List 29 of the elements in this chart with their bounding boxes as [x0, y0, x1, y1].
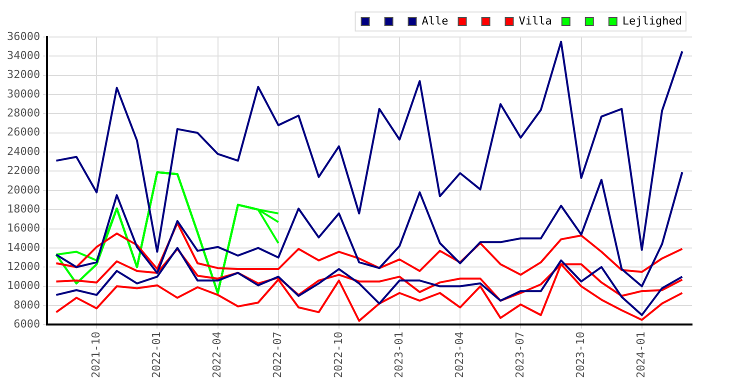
y-tick-label: 24000 [6, 144, 40, 158]
x-tick-label: 2022-01 [150, 332, 164, 378]
legend-label: Villa [518, 14, 552, 28]
y-tick-label: 26000 [6, 126, 40, 139]
y-tick-label: 20000 [6, 183, 40, 196]
y-tick-label: 12000 [6, 260, 40, 273]
y-tick-label: 36000 [6, 30, 40, 43]
y-tick-label: 14000 [6, 240, 40, 254]
x-tick-label: 2024-01 [634, 332, 648, 378]
x-tick-label: 2022-10 [332, 332, 345, 378]
y-tick-label: 28000 [6, 106, 40, 120]
legend-label: Lejlighed [622, 14, 682, 28]
y-tick-label: 6000 [14, 318, 40, 330]
x-tick-label: 2023-07 [514, 332, 527, 378]
y-tick-label: 8000 [14, 298, 40, 312]
legend-label: Alle [422, 14, 448, 28]
y-tick-label: 22000 [6, 164, 40, 178]
x-tick-label: 2023-01 [392, 332, 406, 378]
y-tick-label: 16000 [6, 222, 40, 235]
x-tick-label: 2023-10 [574, 332, 588, 378]
x-tick-label: 2021-10 [89, 332, 102, 378]
y-tick-label: 30000 [6, 87, 40, 100]
x-tick-label: 2022-04 [210, 331, 224, 378]
x-tick-label: 2022-07 [271, 332, 284, 378]
y-tick-label: 32000 [6, 68, 40, 82]
x-tick-label: 2023-04 [452, 331, 466, 378]
y-tick-label: 34000 [6, 49, 40, 62]
y-tick-label: 10000 [6, 279, 40, 292]
y-tick-label: 18000 [6, 202, 40, 216]
